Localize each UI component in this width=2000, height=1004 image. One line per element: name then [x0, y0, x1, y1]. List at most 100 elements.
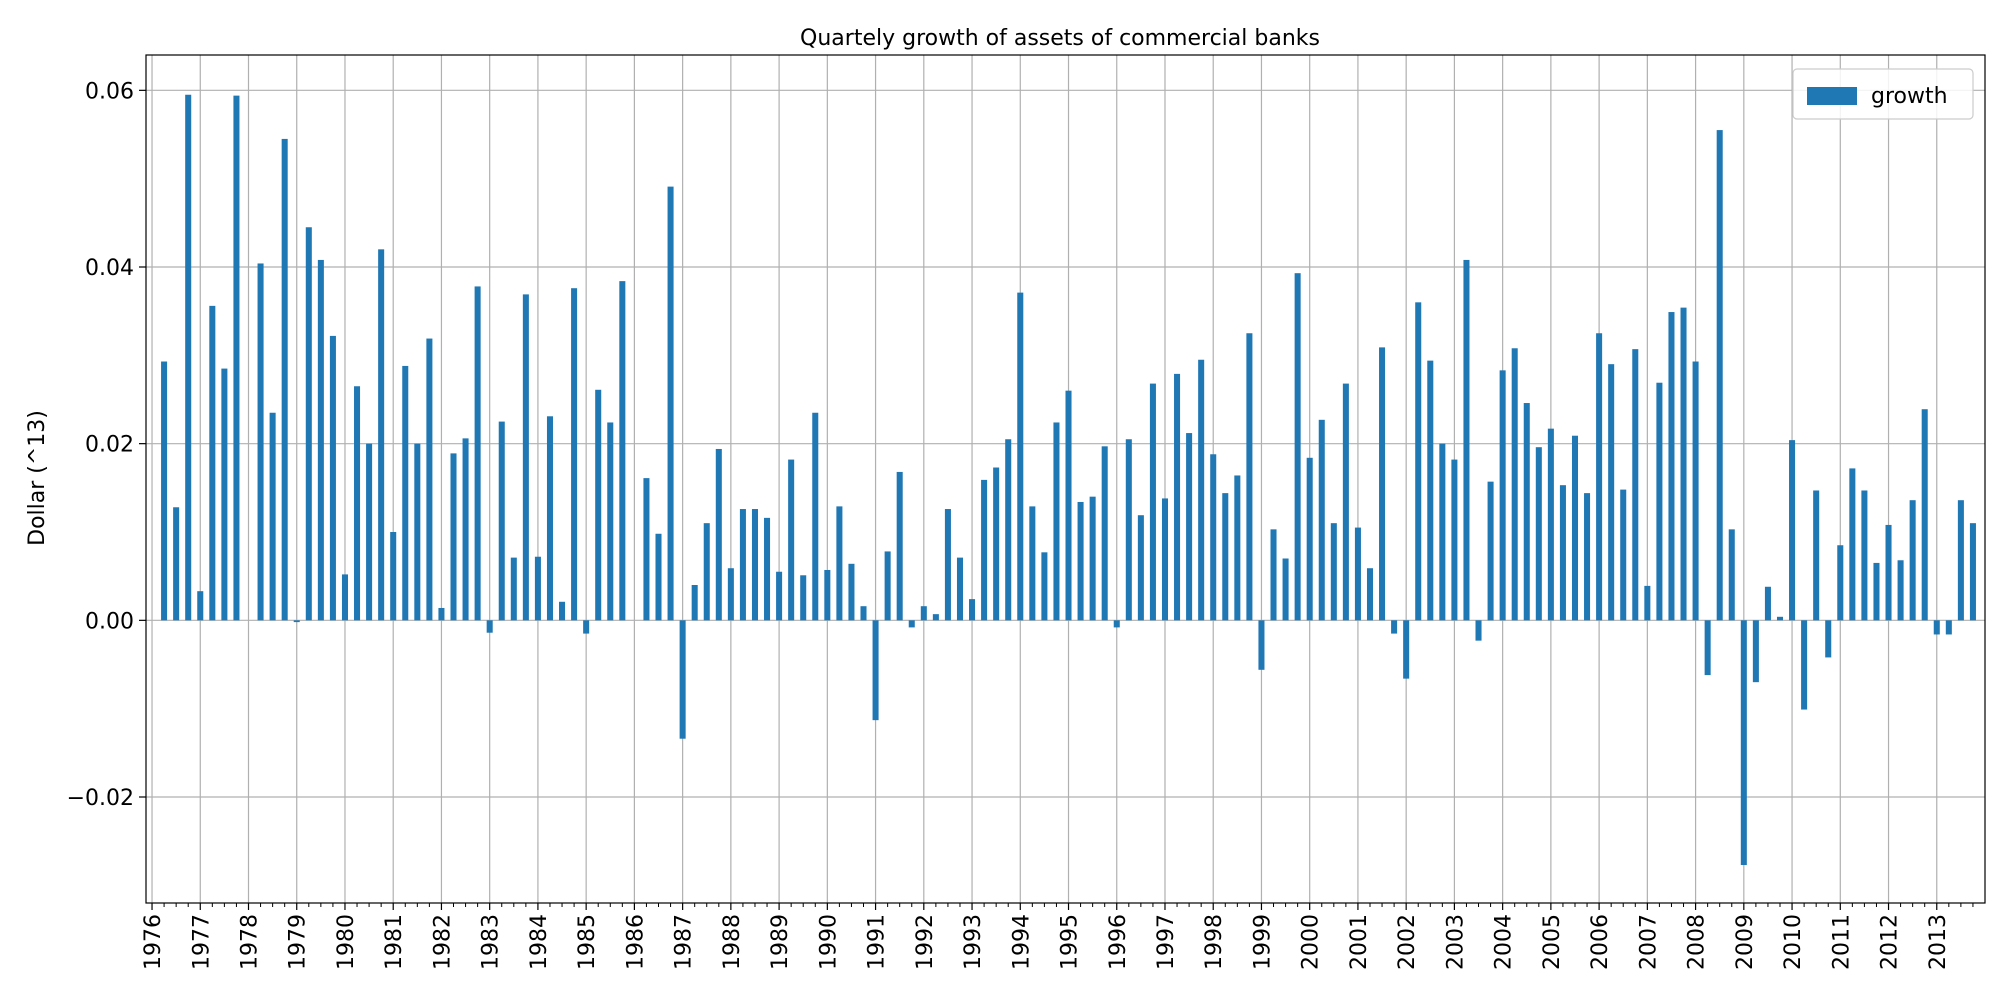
bar — [1945, 620, 1952, 635]
bar — [257, 263, 264, 621]
bar — [715, 448, 722, 621]
bar — [1499, 370, 1506, 621]
bar — [691, 585, 698, 621]
bar — [1113, 620, 1120, 628]
bar — [1017, 292, 1024, 621]
bar — [1644, 585, 1651, 621]
bar — [450, 453, 457, 621]
bar — [1161, 498, 1169, 621]
bar — [366, 443, 373, 621]
bar — [1330, 523, 1337, 621]
bar — [1137, 515, 1144, 621]
bar — [522, 294, 529, 621]
x-tick-label: 1985 — [575, 914, 600, 970]
x-tick-label: 2000 — [1299, 914, 1324, 970]
bar — [1957, 500, 1964, 621]
plot-frame — [145, 54, 1986, 904]
x-tick-label: 2006 — [1588, 914, 1613, 970]
bar — [329, 335, 336, 621]
x-tick-label: 1989 — [768, 914, 793, 970]
y-tick-label: 0.06 — [85, 79, 134, 104]
y-axis-label: Dollar (^13) — [25, 410, 50, 546]
legend: growth — [1792, 68, 1974, 120]
bar — [1511, 348, 1518, 621]
bar — [1523, 403, 1530, 621]
bar — [1415, 302, 1422, 621]
x-tick-label: 1992 — [913, 914, 938, 970]
bar — [197, 591, 204, 621]
x-tick-label: 1995 — [1058, 914, 1083, 970]
bar — [1077, 501, 1084, 621]
bar — [1125, 439, 1132, 621]
bar — [1680, 307, 1687, 621]
x-tick-label: 1987 — [672, 914, 697, 970]
x-tick-label: 2004 — [1492, 914, 1517, 970]
bar — [1258, 620, 1265, 670]
bar — [727, 568, 734, 621]
bar — [498, 421, 505, 621]
bar — [209, 305, 216, 621]
bar — [1632, 349, 1639, 621]
bar — [1306, 457, 1313, 621]
bar — [1909, 500, 1916, 621]
bar — [1728, 529, 1735, 621]
bar — [812, 412, 819, 621]
bar — [438, 607, 445, 621]
x-tick-label: 1980 — [334, 914, 359, 970]
bar — [1318, 419, 1325, 621]
x-tick-label: 1998 — [1202, 914, 1227, 970]
bar — [1487, 481, 1494, 621]
bar — [896, 471, 903, 621]
bar — [1704, 620, 1711, 676]
x-tick-label: 2012 — [1878, 914, 1903, 970]
bar — [390, 532, 397, 621]
x-tick-label: 1977 — [189, 914, 214, 970]
bar — [739, 509, 746, 621]
bar — [908, 620, 915, 628]
bar — [173, 507, 180, 621]
bar — [1596, 333, 1603, 621]
bar — [281, 138, 288, 621]
bar — [474, 286, 481, 621]
bar — [824, 569, 831, 621]
bar — [776, 571, 783, 621]
bar — [1041, 552, 1048, 621]
y-tick-label: 0.00 — [85, 609, 134, 634]
x-tick-label: 1979 — [286, 914, 311, 970]
x-tick-label: 1984 — [527, 914, 552, 970]
bar — [571, 288, 578, 621]
bar-series — [161, 94, 1976, 866]
x-tick-label: 1997 — [1154, 914, 1179, 970]
x-tick-label: 2005 — [1540, 914, 1565, 970]
x-tick-label: 2013 — [1926, 914, 1951, 970]
bar — [221, 368, 228, 621]
bar — [486, 620, 493, 633]
bar — [1246, 333, 1253, 621]
bar — [751, 509, 758, 621]
x-tick-label: 1996 — [1106, 914, 1131, 970]
bar — [1391, 620, 1398, 634]
bar — [944, 509, 951, 621]
bar — [1825, 620, 1832, 658]
bar — [884, 551, 891, 621]
y-axis-ticks: −0.02 0.00 0.02 0.04 0.06 — [67, 79, 146, 811]
bar — [1222, 493, 1229, 621]
bar — [1065, 390, 1072, 621]
x-tick-label: 1981 — [382, 914, 407, 970]
legend-swatch-growth — [1807, 87, 1857, 105]
bar — [402, 365, 409, 621]
bar — [1608, 364, 1615, 621]
bar — [1885, 524, 1892, 621]
bar — [848, 563, 855, 621]
bar — [1149, 383, 1156, 621]
bar — [1089, 496, 1096, 621]
bar — [788, 459, 795, 621]
bar — [1005, 439, 1012, 621]
y-tick-label: 0.02 — [85, 433, 134, 458]
bar — [969, 599, 976, 621]
x-tick-label: 2007 — [1636, 914, 1661, 970]
bar — [981, 479, 988, 621]
bar — [317, 259, 324, 621]
x-tick-label: 1988 — [720, 914, 745, 970]
bar — [1053, 422, 1060, 621]
